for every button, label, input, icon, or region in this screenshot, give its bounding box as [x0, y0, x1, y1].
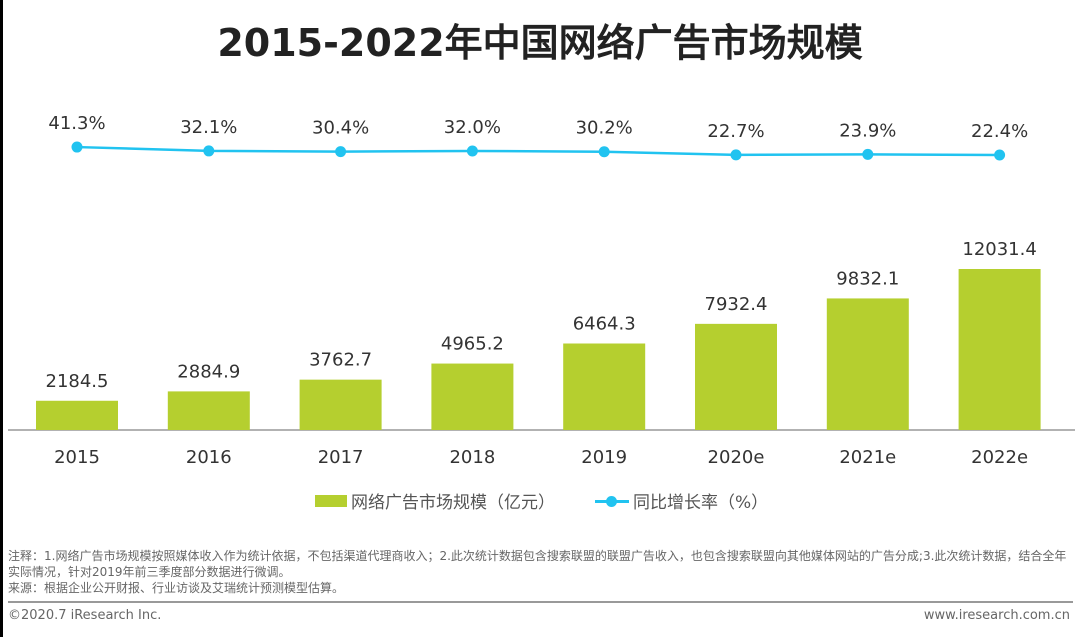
legend-swatch-bar: [315, 494, 347, 507]
left-border: [0, 0, 3, 637]
bar: [826, 298, 909, 430]
source-text: 来源：根据企业公开财报、行业访谈及艾瑞统计预测模型估算。: [8, 581, 345, 595]
line-value-label: 30.4%: [312, 118, 369, 139]
line-point: [598, 146, 610, 158]
line-value-label: 32.0%: [444, 117, 501, 138]
legend-label-bar: 网络广告市场规模（亿元）: [351, 493, 555, 513]
x-tick-label: 2022e: [971, 447, 1028, 468]
x-tick-label: 2015: [54, 447, 100, 468]
line-value-label: 23.9%: [839, 120, 896, 141]
line-point: [335, 146, 347, 158]
bar: [563, 343, 646, 430]
legend-item-line: 同比增长率（%）: [595, 488, 768, 513]
line-point: [994, 149, 1006, 161]
bar: [167, 391, 250, 430]
x-tick-label: 2019: [581, 447, 627, 468]
bar: [695, 323, 777, 430]
line-point: [862, 148, 874, 160]
line-point: [71, 141, 83, 153]
x-tick-label: 2018: [449, 447, 495, 468]
x-tick-label: 2017: [318, 447, 364, 468]
growth-rate-line: [76, 145, 1000, 157]
legend-label-line: 同比增长率（%）: [633, 493, 769, 513]
footnotes: 注释：1.网络广告市场规模按照媒体收入作为统计依据，不包括渠道代理商收入；2.此…: [8, 548, 1073, 596]
bar-value-label: 6464.3: [573, 313, 636, 334]
legend: 网络广告市场规模（亿元） 同比增长率（%）: [315, 488, 768, 513]
line-value-label: 41.3%: [48, 113, 105, 134]
legend-item-bar: 网络广告市场规模（亿元）: [315, 488, 555, 513]
website: www.iresearch.com.cn: [923, 608, 1070, 623]
line-point: [203, 145, 215, 157]
bar: [299, 379, 382, 430]
bar: [36, 400, 118, 430]
bar-value-label: 7932.4: [705, 294, 768, 315]
line-point: [730, 149, 742, 161]
bar-value-label: 12031.4: [962, 239, 1036, 260]
footer-divider: [8, 601, 1073, 603]
line-value-label: 30.2%: [576, 118, 633, 139]
legend-swatch-line: [595, 495, 629, 507]
bar: [431, 363, 514, 430]
chart-title: 2015-2022年中国网络广告市场规模: [217, 21, 863, 65]
x-tick-label: 2016: [186, 447, 232, 468]
bar-value-label: 2184.5: [46, 371, 109, 392]
bar: [958, 269, 1041, 430]
note-text: 注释：1.网络广告市场规模按照媒体收入作为统计依据，不包括渠道代理商收入；2.此…: [8, 549, 1067, 579]
bar-value-label: 3762.7: [309, 350, 372, 371]
line-value-label: 32.1%: [180, 117, 237, 138]
x-tick-label: 2021e: [839, 447, 896, 468]
x-tick-label: 2020e: [708, 447, 765, 468]
line-value-label: 22.7%: [707, 121, 764, 142]
bar-value-label: 2884.9: [177, 361, 240, 382]
line-value-label: 22.4%: [971, 121, 1028, 142]
line-point: [466, 145, 478, 157]
copyright: ©2020.7 iResearch Inc.: [8, 608, 162, 623]
bar-value-label: 9832.1: [836, 268, 899, 289]
bar-value-label: 4965.2: [441, 334, 504, 355]
